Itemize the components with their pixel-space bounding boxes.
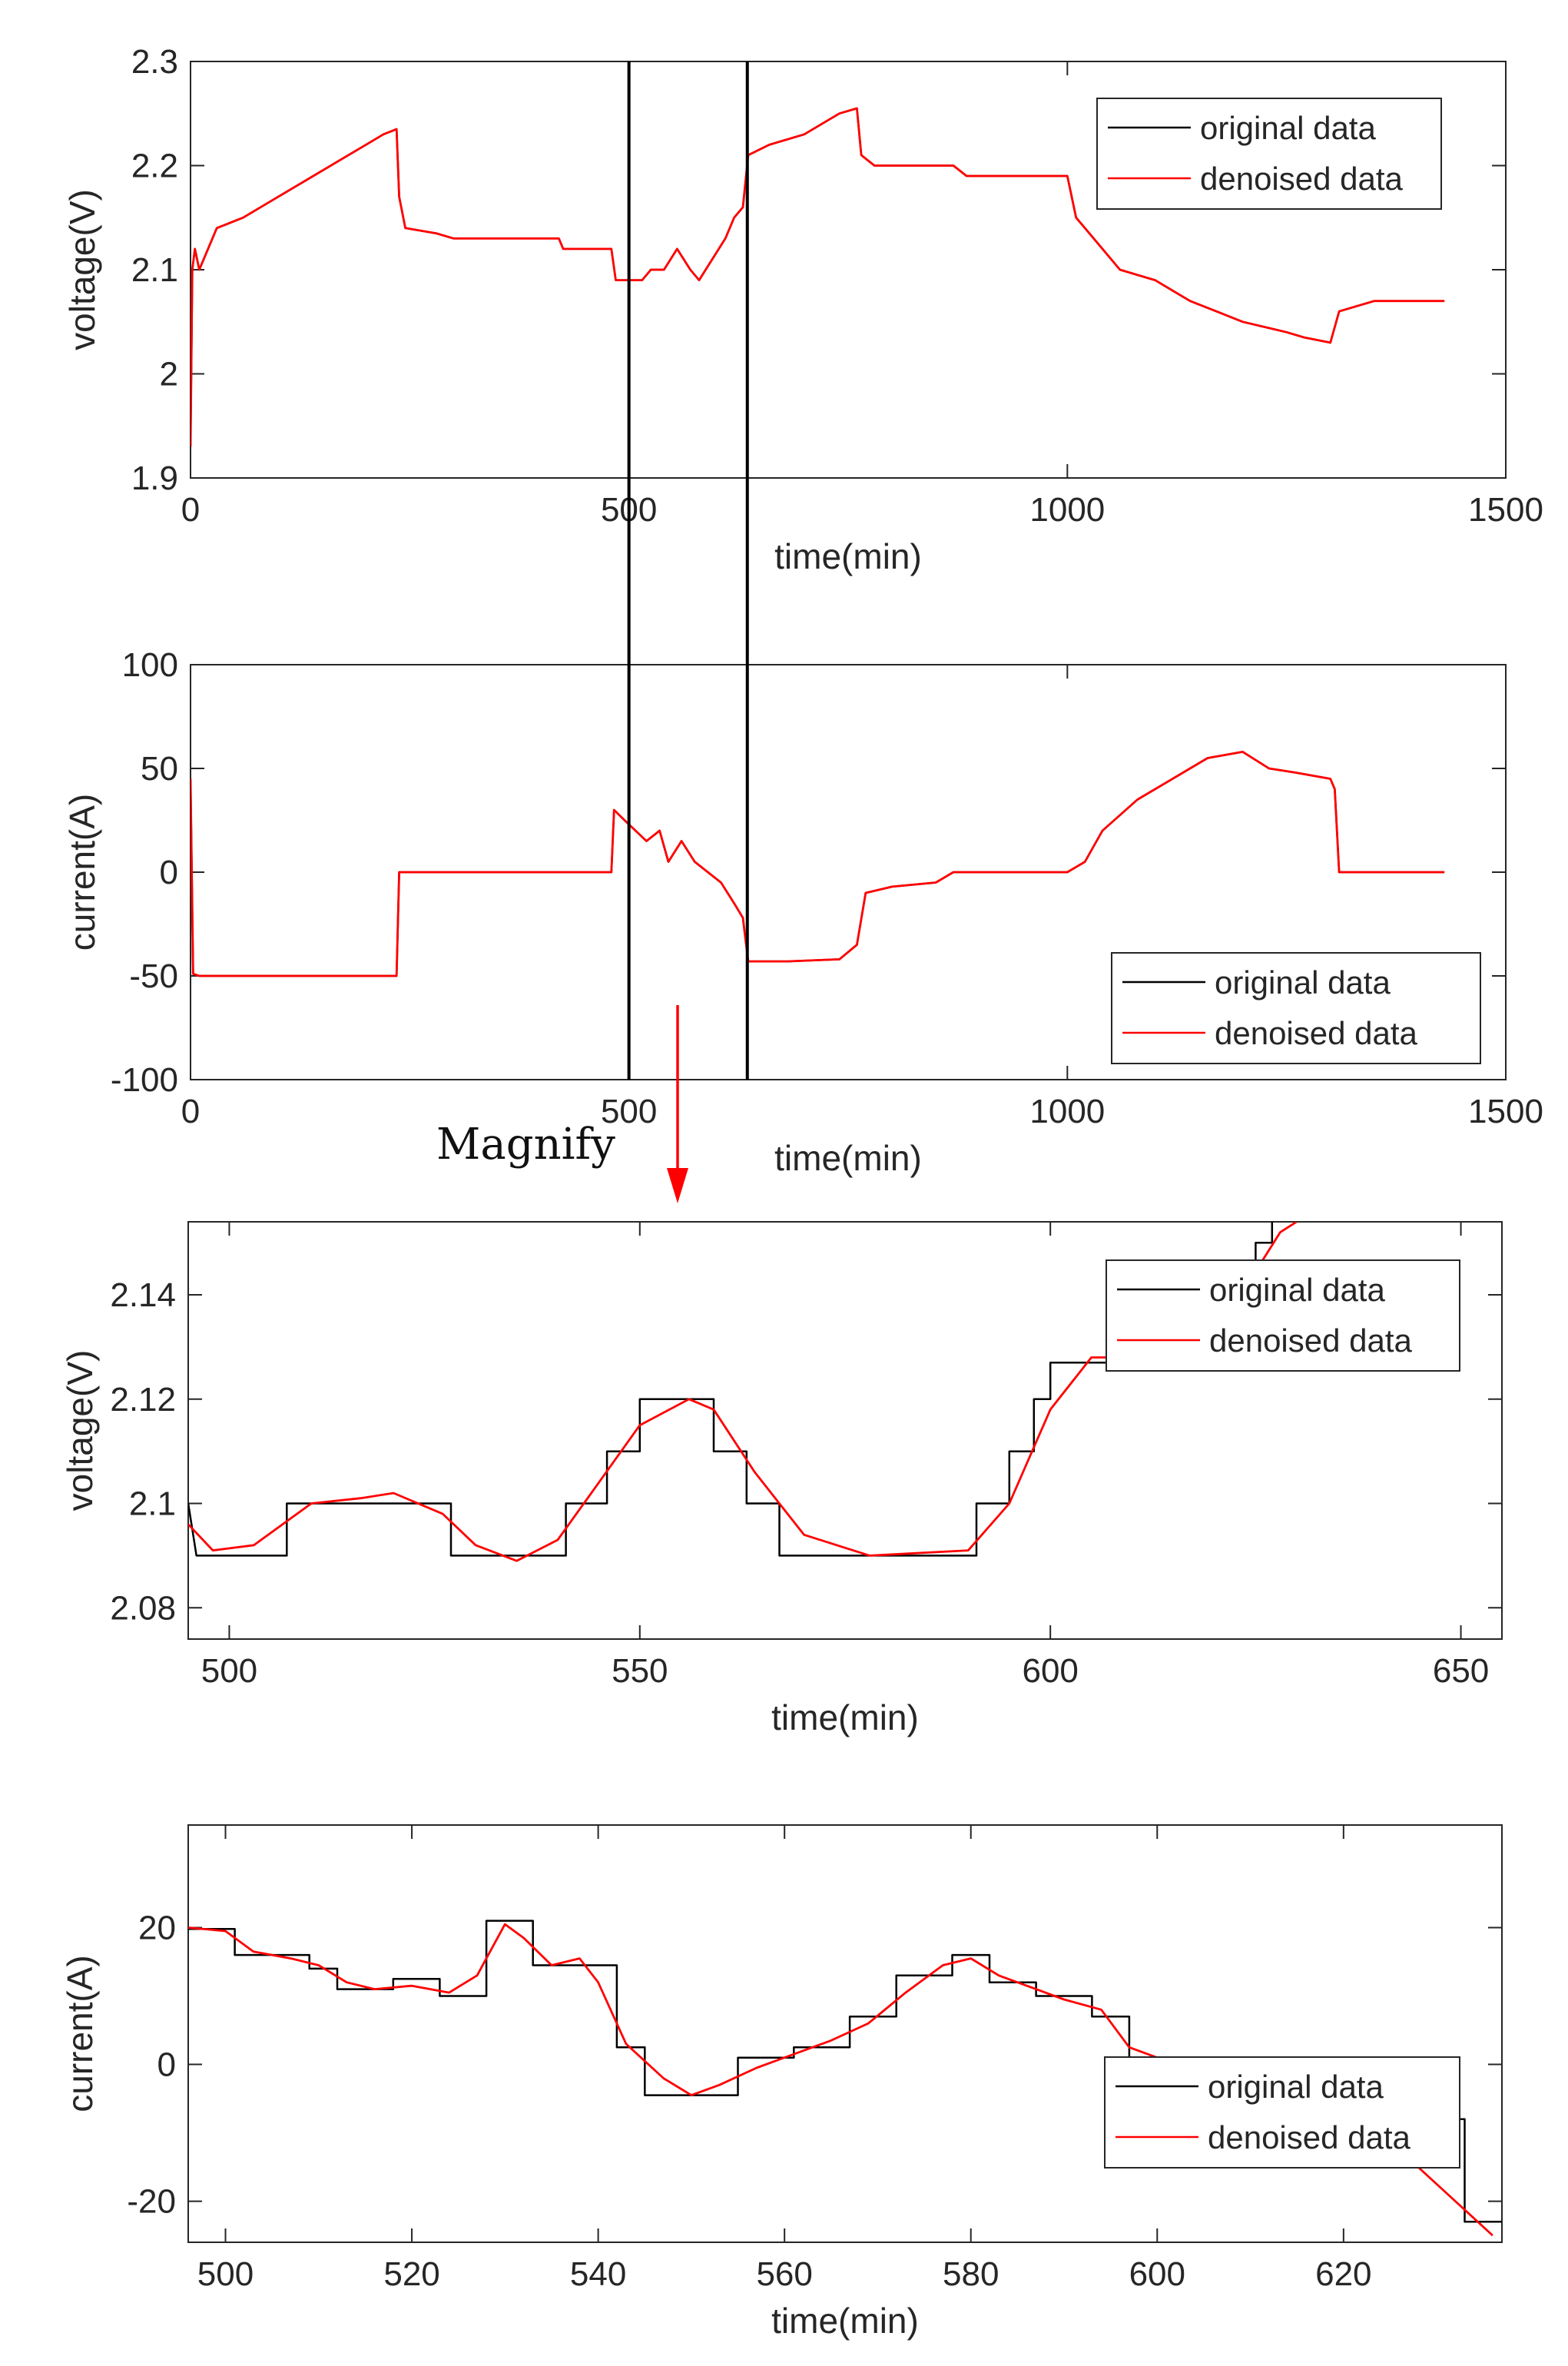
legend-label: original data xyxy=(1215,964,1391,1000)
x-tick-label: 1500 xyxy=(1468,1093,1543,1130)
y-tick-label: 0 xyxy=(157,2046,176,2084)
legend: original data denoised data xyxy=(1104,2056,1460,2169)
x-tick-label: 580 xyxy=(943,2255,999,2293)
chart-voltage_zoom: 500 550 600 650 2.08 2.1 2.12 2.14 time(min) volt… xyxy=(60,1221,1503,1737)
magnify-label: Magnify xyxy=(436,1120,615,1170)
y-tick-label: 2.12 xyxy=(110,1381,176,1419)
y-axis-label: voltage(V) xyxy=(62,189,102,350)
y-tick-label: 2.1 xyxy=(129,1485,176,1523)
y-tick-label: 2 xyxy=(160,356,178,393)
x-tick-label: 0 xyxy=(181,1093,200,1130)
x-tick-label: 560 xyxy=(756,2255,812,2293)
chart-voltage_full: 0 500 1000 15001.922.12.22.3time(min)voltag… xyxy=(62,43,1543,576)
x-axis-label: time(min) xyxy=(771,1697,919,1737)
x-tick-label: 500 xyxy=(601,1093,657,1130)
y-axis-label: current(A) xyxy=(60,1955,100,2112)
legend-label: original data xyxy=(1209,1272,1385,1308)
x-tick-label: 0 xyxy=(181,491,200,529)
x-tick-label: 550 xyxy=(612,1652,668,1690)
y-axis-label: voltage(V) xyxy=(60,1350,100,1512)
y-tick-label: 0 xyxy=(160,854,178,891)
x-tick-label: 1500 xyxy=(1468,491,1543,529)
y-tick-label: 1.9 xyxy=(131,460,178,497)
legend-label: denoised data xyxy=(1200,161,1404,197)
x-tick-label: 1000 xyxy=(1029,1093,1105,1130)
series-group xyxy=(191,107,1445,447)
legend: original data denoised data xyxy=(1096,98,1442,210)
x-tick-label: 600 xyxy=(1129,2255,1185,2293)
y-tick-label: 2.08 xyxy=(110,1589,176,1627)
legend: original data denoised data xyxy=(1106,1259,1460,1372)
y-tick-label: -20 xyxy=(127,2183,176,2221)
y-tick-label: 100 xyxy=(122,646,178,684)
x-tick-label: 650 xyxy=(1433,1652,1489,1690)
chart-current_full: 0 500 1000 1500 -100 -50 0 50 100 time(min) curren… xyxy=(62,646,1543,1178)
x-tick-label: 500 xyxy=(201,1652,257,1690)
y-tick-label: 2.2 xyxy=(131,148,178,185)
x-tick-label: 600 xyxy=(1022,1652,1078,1690)
x-axis-label: time(min) xyxy=(774,1138,922,1178)
y-tick-label: 2.3 xyxy=(131,43,178,81)
x-axis-label: time(min) xyxy=(774,536,922,576)
chart-current_zoom: 500 520 540 560 580 600 620 -20 0 20 time(min) curr… xyxy=(60,1824,1503,2341)
y-axis-label: current(A) xyxy=(62,794,102,951)
y-tick-label: -100 xyxy=(111,1061,178,1099)
y-tick-label: 2.1 xyxy=(131,251,178,289)
legend-label: original data xyxy=(1208,2069,1384,2105)
x-tick-label: 540 xyxy=(570,2255,626,2293)
y-tick-label: 50 xyxy=(141,750,178,788)
legend-box xyxy=(1106,1259,1460,1372)
y-tick-label: 20 xyxy=(138,1910,176,1947)
magnify-annotation: Magnify xyxy=(436,1005,688,1203)
x-tick-label: 500 xyxy=(197,2255,254,2293)
series-line-denoised xyxy=(191,751,1445,977)
x-tick-label: 520 xyxy=(383,2255,439,2293)
legend-label: original data xyxy=(1200,110,1376,146)
legend-label: denoised data xyxy=(1215,1015,1418,1051)
x-axis-label: time(min) xyxy=(771,2301,919,2341)
y-tick-label: -50 xyxy=(129,957,178,995)
magnify-arrow-head xyxy=(667,1168,688,1203)
series-line-denoised xyxy=(191,107,1445,447)
legend-box xyxy=(1096,98,1442,210)
legend-label: denoised data xyxy=(1208,2119,1411,2155)
legend: original data denoised data xyxy=(1111,952,1481,1064)
x-tick-label: 1000 xyxy=(1029,491,1105,529)
y-tick-label: 2.14 xyxy=(110,1276,176,1314)
legend-box xyxy=(1104,2056,1460,2169)
x-tick-label: 620 xyxy=(1315,2255,1371,2293)
series-group xyxy=(191,751,1445,977)
legend-label: denoised data xyxy=(1209,1322,1413,1359)
legend-box xyxy=(1111,952,1481,1064)
